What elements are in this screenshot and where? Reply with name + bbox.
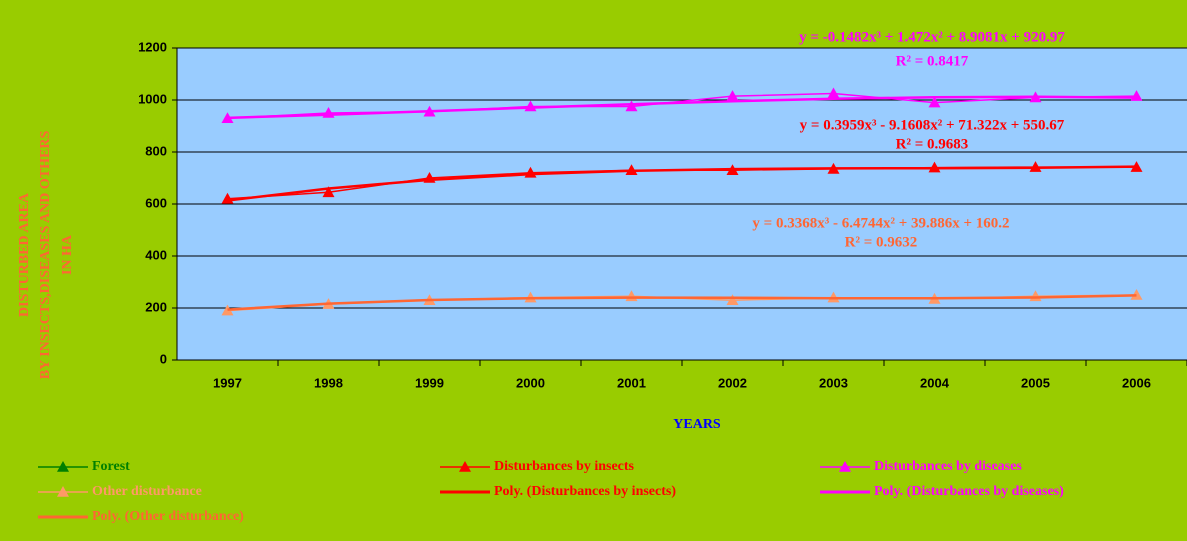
trend-line	[227, 95, 1137, 120]
legend-label: Poly. (Other disturbance)	[92, 509, 244, 524]
marker	[827, 87, 840, 99]
x-tick-label: 1999	[415, 375, 444, 390]
marker	[322, 186, 335, 198]
x-tick-label: 2005	[1021, 375, 1050, 390]
trend-line	[227, 165, 1137, 202]
y-tick-label: 1000	[138, 91, 167, 106]
legend-label: Poly. (Disturbances by diseases)	[874, 484, 1064, 499]
x-tick-label: 2002	[718, 375, 747, 390]
x-tick-label: 2003	[819, 375, 848, 390]
marker	[1130, 289, 1143, 300]
x-axis-title: YEARS	[673, 417, 721, 432]
legend	[35, 455, 1187, 541]
trend-equation: y = 0.3959x³ - 9.1608x² + 71.322x + 550.…	[800, 117, 1065, 133]
y-tick-label: 400	[145, 247, 167, 262]
y-axis-title-line: BY INSECTS,DISEASES AND OTHERS	[38, 131, 53, 380]
legend-label: Forest	[92, 459, 130, 474]
y-tick-label: 1200	[138, 39, 167, 54]
legend-label: Disturbances by diseases	[874, 459, 1022, 474]
x-tick-label: 1997	[213, 375, 242, 390]
y-axis-title-line: DISTURBED AREA	[17, 192, 32, 317]
y-tick-label: 600	[145, 195, 167, 210]
x-tick-label: 2006	[1122, 375, 1151, 390]
marker	[221, 304, 234, 316]
marker	[726, 294, 739, 305]
marker	[928, 96, 941, 108]
legend-label: Poly. (Disturbances by insects)	[494, 484, 676, 499]
trend-r2: R² = 0.9683	[896, 136, 969, 152]
trend-line	[227, 294, 1137, 311]
trend-r2: R² = 0.9632	[845, 234, 918, 250]
trend-equation: y = -0.1482x³ + 1.472x² + 8.9081x + 920.…	[799, 29, 1065, 45]
trend-equation: y = 0.3368x³ - 6.4744x² + 39.886x + 160.…	[752, 215, 1009, 231]
y-tick-label: 0	[160, 351, 167, 366]
legend-marker	[57, 461, 69, 472]
y-tick-label: 200	[145, 299, 167, 314]
x-tick-label: 2004	[920, 375, 950, 390]
x-tick-label: 1998	[314, 375, 343, 390]
legend-label: Other disturbance	[92, 484, 202, 499]
marker	[625, 100, 638, 112]
x-tick-label: 2001	[617, 375, 646, 390]
legend-marker	[57, 486, 69, 497]
marker	[726, 90, 739, 101]
y-axis-title-line: IN HA	[60, 234, 75, 275]
x-tick-label: 2000	[516, 375, 545, 390]
legend-marker	[839, 461, 851, 472]
marker	[1130, 161, 1143, 172]
legend-marker	[459, 461, 471, 472]
trend-r2: R² = 0.8417	[896, 53, 969, 69]
y-tick-label: 800	[145, 143, 167, 158]
marker	[1029, 161, 1042, 172]
legend-label: Disturbances by insects	[494, 459, 635, 474]
